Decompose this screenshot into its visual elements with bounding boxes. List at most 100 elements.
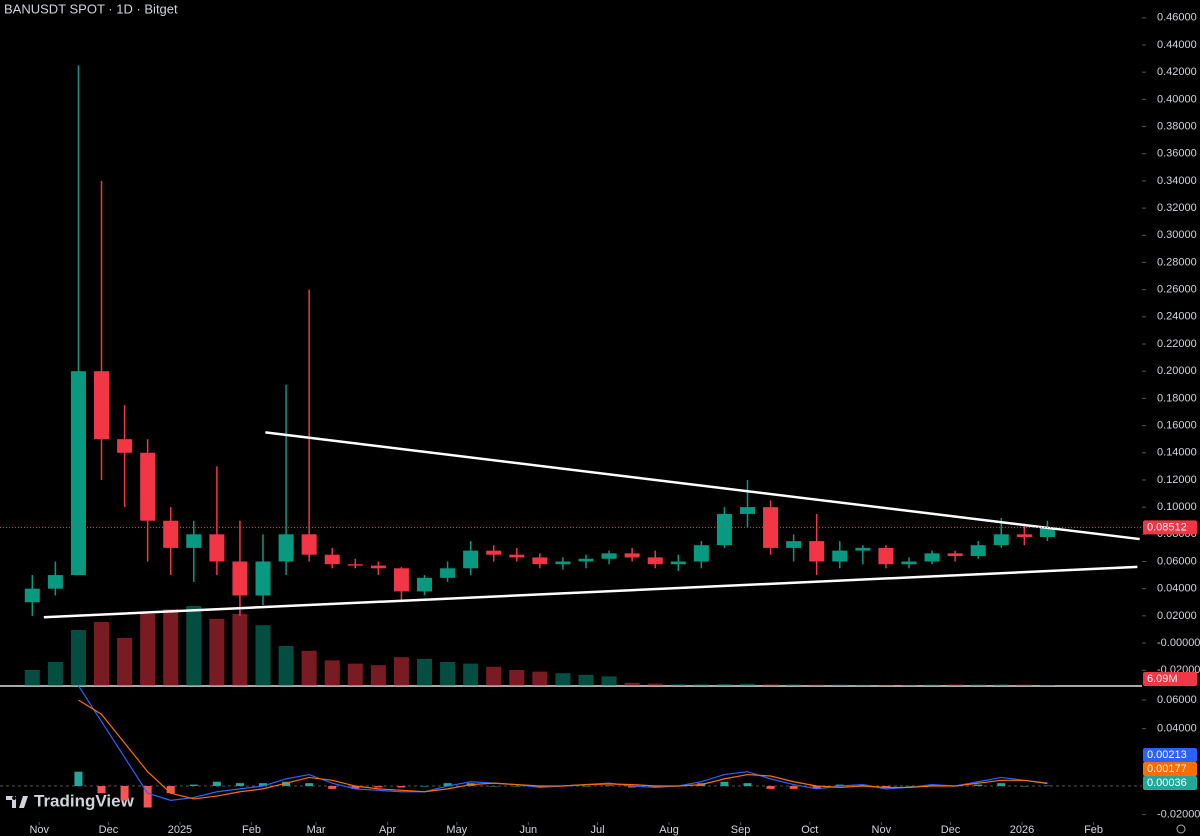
candle-body (578, 558, 594, 562)
volume-bar (739, 683, 755, 686)
volume-bar (601, 676, 617, 686)
histogram-bar (581, 786, 590, 787)
volume-bar (24, 670, 40, 686)
candle-body (947, 553, 963, 557)
last-volume-label-box (1143, 672, 1197, 686)
candle-body (278, 534, 294, 562)
y-tick-label: 0.02000 (1157, 610, 1197, 622)
candle-body (855, 547, 871, 551)
volume-bar (1039, 685, 1055, 686)
candle-body (555, 561, 571, 565)
histogram-bar (97, 786, 106, 794)
volume-bar (347, 663, 363, 686)
settings-icon[interactable] (1176, 824, 1186, 834)
y-tick-label: 0.30000 (1157, 229, 1197, 241)
candle-body (601, 553, 617, 559)
volume-bar (486, 666, 502, 686)
histogram-bar (605, 785, 614, 787)
candle-body (440, 568, 456, 578)
volume-bar (463, 663, 479, 686)
y-tick-label: -0.02000 (1157, 809, 1200, 821)
trendline (265, 431, 1140, 541)
candle-body (47, 575, 63, 589)
volume-bar (993, 684, 1009, 686)
histogram-bar (535, 786, 544, 788)
histogram-bar (974, 784, 983, 787)
histogram-bar (143, 786, 152, 808)
gear[interactable] (1176, 824, 1186, 834)
y-tick-label: 0.36000 (1157, 148, 1197, 160)
y-tick-label: 0.44000 (1157, 39, 1197, 51)
candle-body (1016, 534, 1032, 538)
candle-body (832, 550, 848, 562)
candle-body (370, 565, 386, 569)
x-tick-label: Apr (379, 824, 396, 836)
candle-body (324, 554, 340, 565)
histogram-bar (351, 786, 360, 789)
histogram-bar (74, 771, 83, 787)
volume-bar (970, 684, 986, 686)
x-tick-label: 2026 (1010, 824, 1034, 836)
volume-bar (47, 662, 63, 686)
candle-body (970, 545, 986, 557)
histogram-bar (512, 786, 521, 787)
volume-bar (94, 622, 110, 686)
volume-bar (578, 674, 594, 686)
histogram-bar (282, 781, 291, 787)
histogram-bar (904, 786, 913, 787)
y-tick-label: 0.46000 (1157, 12, 1197, 24)
x-tick-label: Mar (307, 824, 326, 836)
volume-bar (532, 671, 548, 686)
histogram-bar (397, 786, 406, 788)
y-tick-label: 0.16000 (1157, 419, 1197, 431)
volume-bar (324, 660, 340, 686)
y-tick-label: 0.38000 (1157, 120, 1197, 132)
candle-body (693, 545, 709, 562)
candle-body (140, 452, 156, 521)
volume-bar (70, 630, 86, 686)
histogram-bar (651, 786, 660, 788)
candle-body (393, 568, 409, 592)
histogram-bar (189, 784, 198, 787)
candle-body (94, 371, 110, 440)
volume-bar (163, 609, 179, 686)
histogram-bar (235, 783, 244, 787)
x-tick-label: Dec (99, 824, 119, 836)
volume-bar (255, 625, 271, 686)
last-volume-label: 6.09M (1147, 673, 1178, 685)
candle-body (209, 534, 225, 562)
y-tick-label: 0.14000 (1157, 447, 1197, 459)
histogram-last-label: 0.00036 (1147, 777, 1187, 789)
histogram-bar (858, 784, 867, 787)
x-tick-label: Feb (242, 824, 261, 836)
x-tick-label: Aug (659, 824, 679, 836)
histogram-bar (443, 783, 452, 787)
volume-bar (947, 684, 963, 686)
x-tick-label: Nov (29, 824, 49, 836)
candle-body (24, 588, 40, 603)
histogram-bar (212, 781, 221, 787)
candle-body (739, 507, 755, 514)
trendline (43, 565, 1138, 619)
candle-body (647, 557, 663, 565)
volume-bar (716, 684, 732, 686)
macd-last-label-box (1143, 748, 1197, 762)
volume-bar (209, 618, 225, 686)
x-tick-label: Oct (801, 824, 818, 836)
volume-bar (232, 614, 248, 686)
candle-body (532, 557, 548, 565)
logo-text: TradingView (34, 791, 135, 810)
histogram-bar (812, 786, 821, 789)
x-tick-label: Jun (519, 824, 537, 836)
candle-body (347, 564, 363, 566)
y-tick-label: 0.18000 (1157, 392, 1197, 404)
histogram-bar (928, 784, 937, 787)
histogram-bar (835, 784, 844, 787)
candle-body (232, 561, 248, 596)
histogram-bar (120, 786, 129, 801)
x-tick-label: Nov (872, 824, 892, 836)
volume-bar (393, 657, 409, 686)
candle-body (993, 534, 1009, 546)
volume-bar (1016, 684, 1032, 686)
